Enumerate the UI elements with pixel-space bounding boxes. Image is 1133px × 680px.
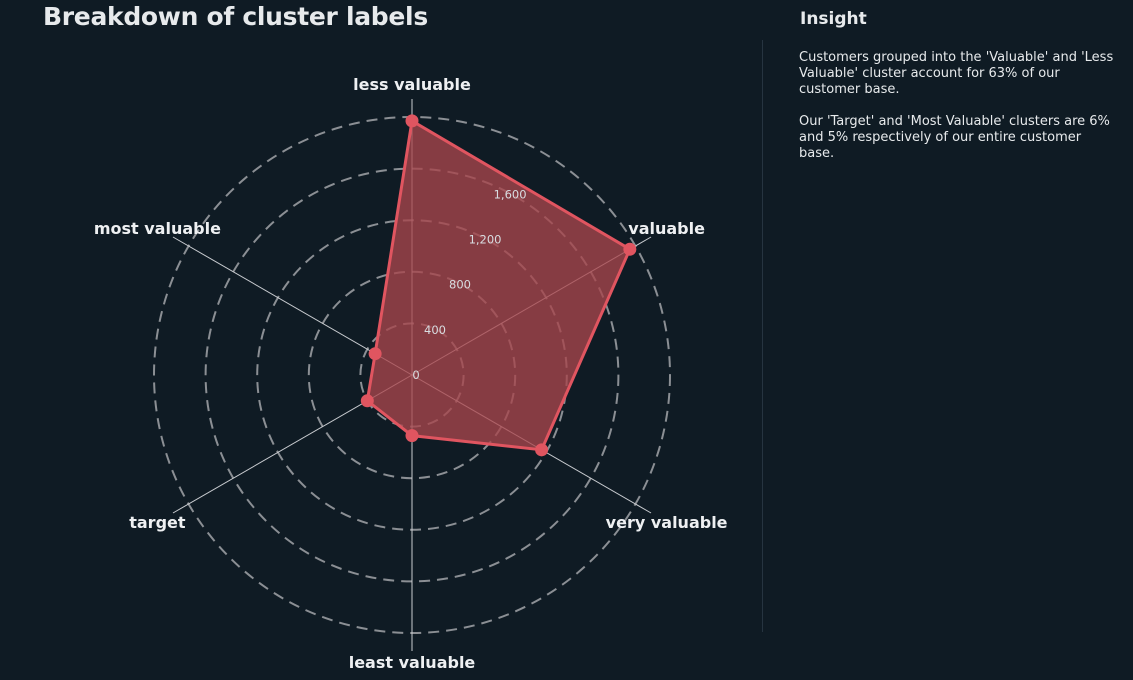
category-label: less valuable [353, 75, 471, 94]
insight-paragraph-2: Our 'Target' and 'Most Valuable' cluster… [799, 114, 1110, 161]
radial-tick-label: 1,200 [469, 233, 502, 247]
data-point [368, 347, 382, 361]
data-point [405, 429, 419, 443]
radial-tick-label: 800 [449, 278, 471, 292]
category-label: valuable [628, 219, 705, 238]
panel-divider [762, 40, 763, 632]
category-label: very valuable [606, 513, 728, 532]
insight-heading: Insight [800, 9, 867, 29]
category-label: most valuable [94, 219, 221, 238]
tick-label-layer: 0 400 800 1,200 1,600 [412, 187, 526, 382]
radial-tick-label: 400 [424, 323, 446, 337]
data-point [360, 394, 374, 408]
data-point [623, 242, 637, 256]
category-label: least valuable [349, 653, 476, 672]
point-layer [360, 114, 637, 457]
radial-tick-label: 1,600 [494, 187, 527, 201]
chart-title: Breakdown of cluster labels [43, 2, 428, 31]
radar-chart: 0 400 800 1,200 1,600 less valuable valuable v… [94, 75, 728, 672]
data-point [535, 443, 549, 457]
series-area [365, 119, 632, 452]
radial-tick-label: 0 [412, 368, 419, 382]
category-label: target [129, 513, 186, 532]
insight-paragraph-1: Customers grouped into the 'Valuable' an… [799, 50, 1114, 97]
category-label-layer: less valuable valuable very valuable least … [94, 75, 728, 672]
area-layer [365, 119, 632, 452]
data-point [405, 114, 419, 128]
